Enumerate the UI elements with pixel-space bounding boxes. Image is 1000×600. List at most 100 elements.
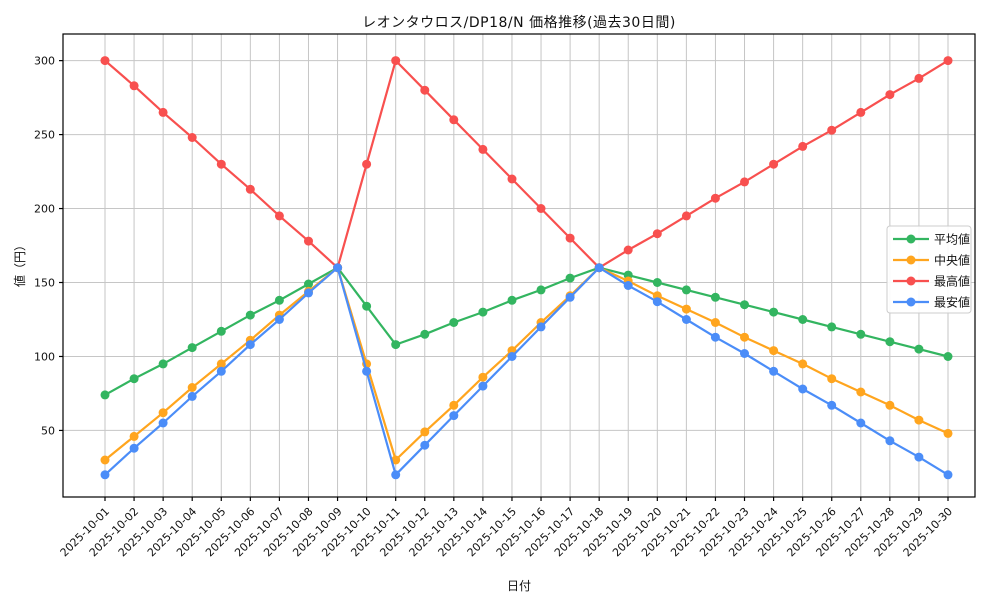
data-point-median bbox=[449, 400, 459, 410]
data-point-average bbox=[507, 295, 517, 305]
data-point-average bbox=[536, 285, 546, 295]
data-point-lowest bbox=[710, 332, 720, 342]
data-point-median bbox=[187, 383, 197, 392]
series-line-average bbox=[103, 266, 950, 396]
data-point-highest bbox=[710, 193, 720, 203]
data-point-lowest bbox=[274, 315, 284, 324]
data-point-average bbox=[681, 285, 691, 295]
data-point-lowest bbox=[362, 366, 372, 376]
data-point-highest bbox=[652, 229, 662, 239]
y-tick-label: 50 bbox=[41, 424, 55, 437]
y-tick-label: 200 bbox=[34, 203, 55, 216]
data-point-lowest bbox=[391, 470, 401, 480]
data-point-highest bbox=[914, 73, 924, 83]
data-point-median bbox=[158, 408, 168, 418]
data-point-average bbox=[565, 273, 575, 283]
data-point-median bbox=[856, 387, 866, 397]
data-point-median bbox=[769, 346, 779, 356]
data-point-median bbox=[885, 400, 895, 410]
legend-label-lowest: 最安値 bbox=[934, 295, 970, 310]
data-point-lowest bbox=[536, 322, 546, 332]
data-point-average bbox=[769, 307, 779, 317]
data-point-highest bbox=[681, 211, 691, 221]
data-point-highest bbox=[245, 184, 255, 194]
data-point-median bbox=[827, 374, 837, 384]
chart-title: レオンタウロス/DP18/N 価格推移(過去30日間) bbox=[362, 15, 676, 31]
y-tick-label: 300 bbox=[34, 55, 55, 68]
legend-label-median: 中央値 bbox=[934, 253, 970, 268]
legend-box bbox=[886, 225, 972, 314]
data-point-average bbox=[449, 318, 459, 327]
data-point-average bbox=[304, 279, 313, 289]
data-point-average bbox=[710, 292, 720, 302]
data-point-average bbox=[391, 340, 401, 350]
data-point-average bbox=[827, 322, 837, 332]
data-point-lowest bbox=[100, 470, 110, 480]
data-point-median bbox=[798, 359, 808, 369]
data-point-highest bbox=[536, 204, 546, 213]
data-point-median bbox=[100, 455, 110, 465]
gridlines bbox=[63, 34, 975, 497]
data-point-median bbox=[740, 332, 749, 342]
data-point-highest bbox=[274, 211, 284, 221]
data-point-highest bbox=[449, 115, 459, 125]
data-point-highest bbox=[187, 133, 197, 142]
data-point-lowest bbox=[304, 288, 313, 298]
legend-item-lowest: 最安値 bbox=[893, 295, 970, 310]
y-tick-label: 150 bbox=[34, 277, 55, 290]
data-point-average bbox=[100, 390, 110, 400]
data-point-average bbox=[652, 278, 662, 287]
series-highest bbox=[100, 56, 953, 273]
data-point-average bbox=[129, 374, 139, 384]
data-point-highest bbox=[885, 90, 895, 100]
legend-item-highest: 最高値 bbox=[893, 274, 970, 289]
data-point-average bbox=[943, 352, 953, 361]
series-line-lowest bbox=[103, 266, 950, 476]
axes-box bbox=[62, 33, 976, 498]
x-axis-label: 日付 bbox=[506, 579, 531, 593]
data-point-average bbox=[478, 307, 488, 317]
data-point-lowest bbox=[478, 381, 488, 391]
series-line-highest bbox=[103, 59, 950, 269]
data-point-highest bbox=[769, 159, 779, 169]
data-point-median bbox=[943, 428, 953, 438]
data-point-lowest bbox=[449, 411, 459, 421]
data-point-highest bbox=[129, 81, 139, 91]
data-point-lowest bbox=[798, 384, 808, 394]
data-point-lowest bbox=[333, 263, 343, 273]
data-point-highest bbox=[565, 233, 575, 243]
data-point-average bbox=[274, 295, 284, 305]
data-point-lowest bbox=[856, 418, 866, 428]
y-tick-label: 100 bbox=[34, 350, 55, 363]
data-point-median bbox=[914, 415, 924, 425]
data-point-highest bbox=[798, 141, 808, 151]
data-point-lowest bbox=[245, 340, 255, 350]
data-point-highest bbox=[420, 85, 430, 95]
data-point-median bbox=[710, 318, 720, 327]
data-point-highest bbox=[623, 245, 633, 255]
data-point-highest bbox=[216, 159, 226, 169]
series-average bbox=[100, 263, 953, 400]
legend-marker-average bbox=[906, 234, 916, 244]
data-point-average bbox=[187, 343, 197, 353]
data-point-lowest bbox=[216, 366, 226, 376]
data-point-average bbox=[914, 344, 924, 354]
data-point-lowest bbox=[565, 292, 575, 302]
y-axis-ticks: 50 100 150 200 250 300 bbox=[34, 55, 63, 437]
series-line-median bbox=[103, 266, 950, 462]
data-point-average bbox=[420, 329, 430, 339]
data-point-median bbox=[681, 304, 691, 314]
y-tick-label: 250 bbox=[34, 129, 55, 142]
data-point-lowest bbox=[885, 436, 895, 446]
data-point-average bbox=[798, 315, 808, 324]
data-point-lowest bbox=[158, 418, 168, 428]
data-point-highest bbox=[304, 236, 313, 246]
data-point-lowest bbox=[594, 263, 604, 273]
data-point-lowest bbox=[681, 315, 691, 324]
data-point-average bbox=[158, 359, 168, 369]
data-point-lowest bbox=[129, 443, 139, 453]
data-point-lowest bbox=[827, 400, 837, 410]
data-point-lowest bbox=[652, 297, 662, 307]
